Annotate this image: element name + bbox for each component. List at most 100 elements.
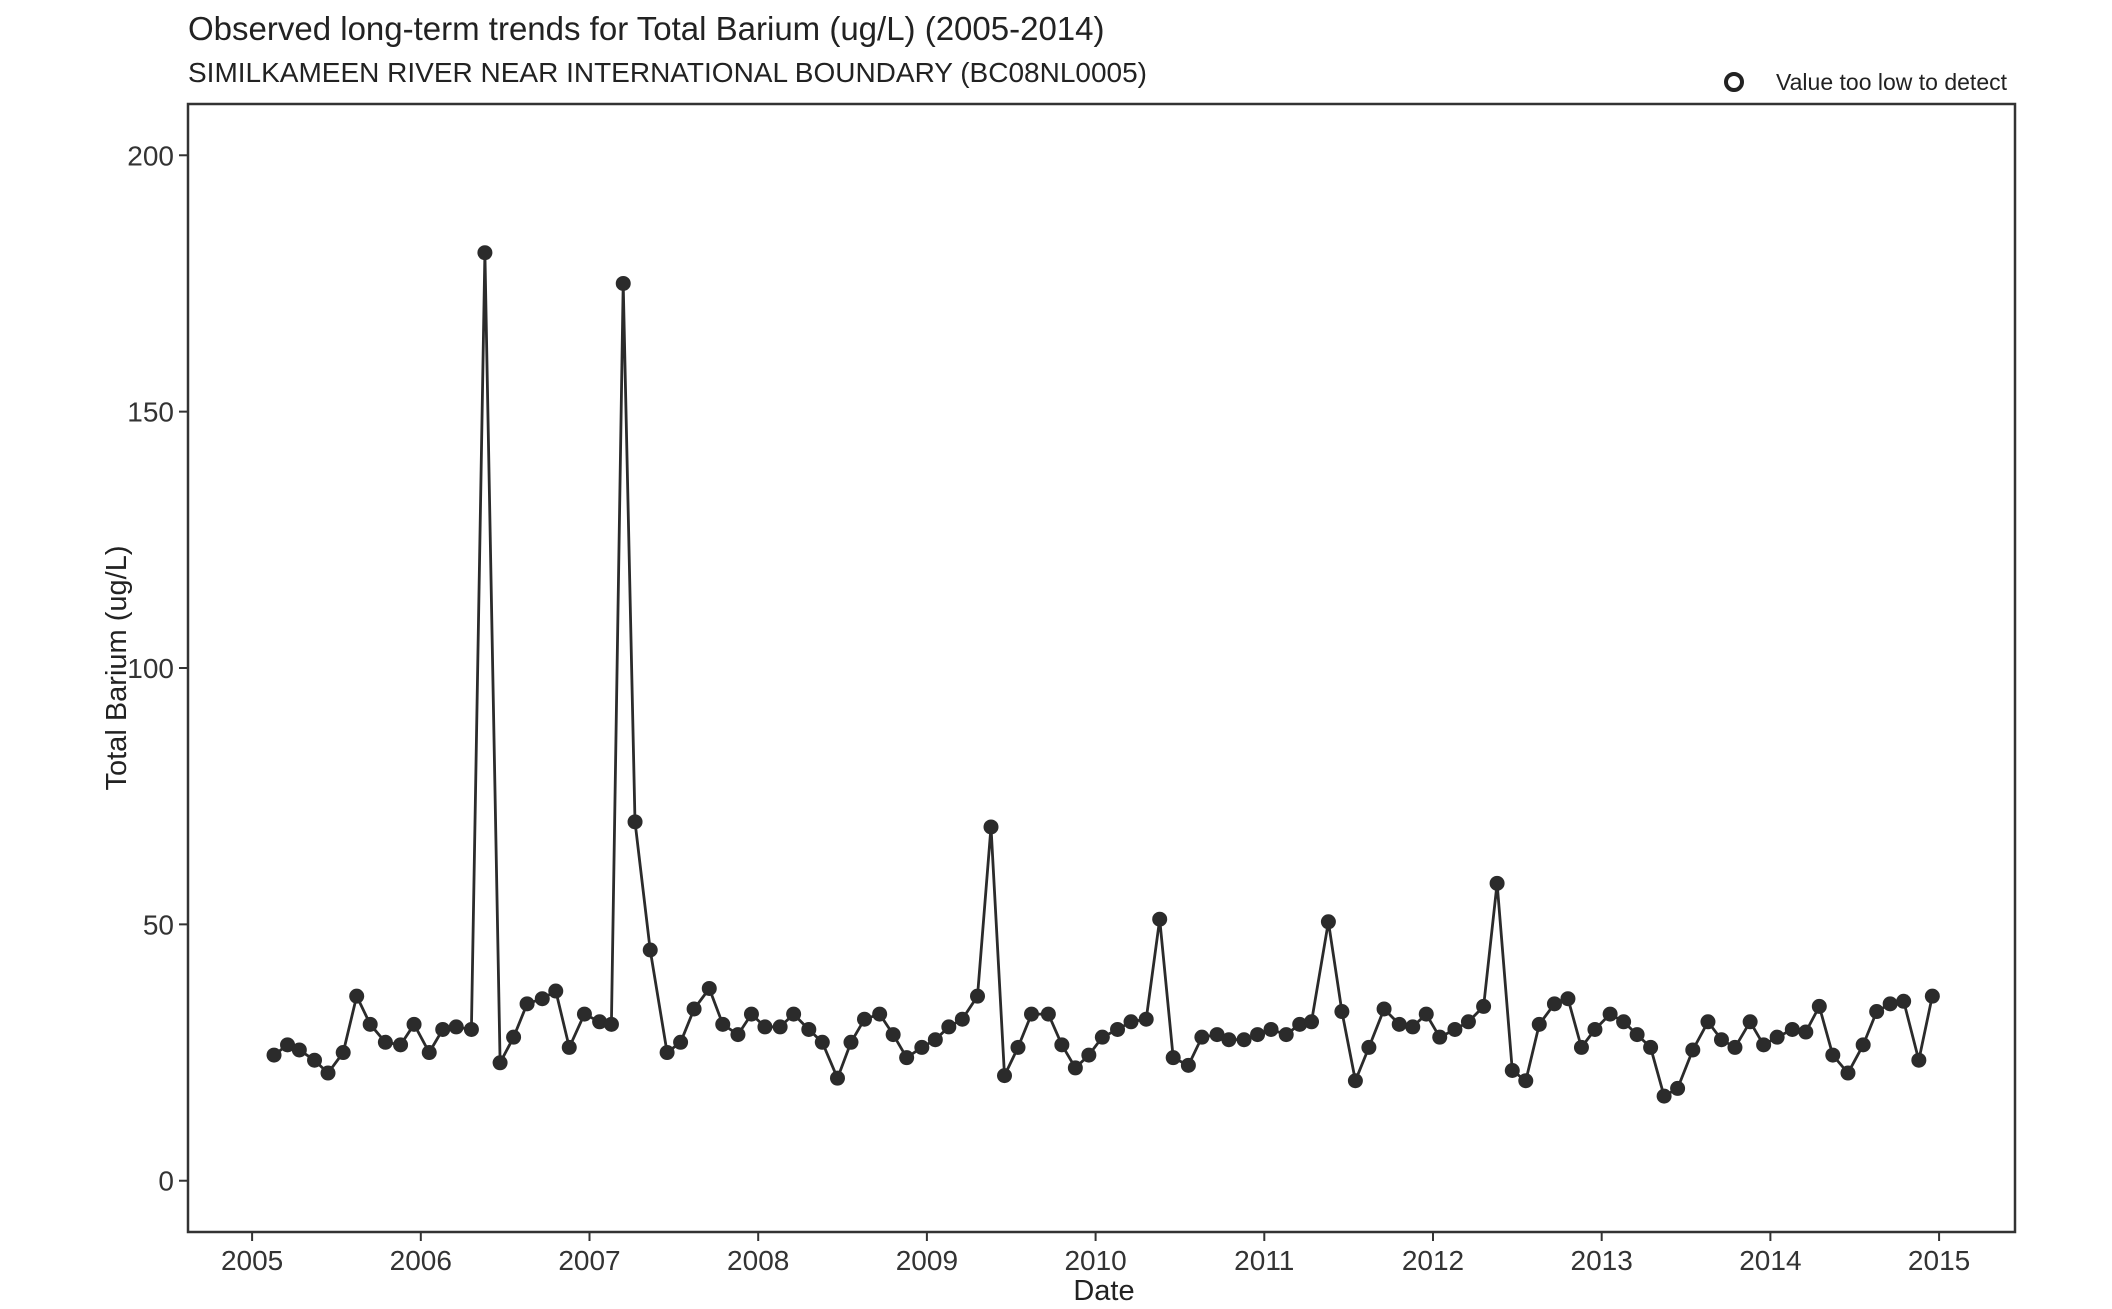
data-point (448, 1019, 464, 1035)
data-point (1504, 1062, 1520, 1078)
data-point (1180, 1057, 1196, 1073)
data-point (983, 819, 999, 835)
data-point (1110, 1021, 1126, 1037)
data-point (592, 1014, 608, 1030)
data-point (576, 1006, 592, 1022)
data-point (1054, 1037, 1070, 1053)
data-point (1587, 1021, 1603, 1037)
data-point (335, 1045, 351, 1061)
data-point (1023, 1006, 1039, 1022)
x-tick-label: 2007 (558, 1245, 620, 1276)
data-point (291, 1042, 307, 1058)
x-tick-label: 2013 (1571, 1245, 1633, 1276)
data-point (1784, 1021, 1800, 1037)
data-point (435, 1021, 451, 1037)
data-point (1643, 1039, 1659, 1055)
data-point (320, 1065, 336, 1081)
data-point (772, 1019, 788, 1035)
data-point (615, 275, 631, 291)
data-point (1742, 1014, 1758, 1030)
data-point (1165, 1050, 1181, 1066)
data-point (801, 1021, 817, 1037)
data-point (899, 1050, 915, 1066)
data-point (1460, 1014, 1476, 1030)
data-point (1882, 996, 1898, 1012)
data-point (477, 245, 493, 261)
x-tick-label: 2012 (1402, 1245, 1464, 1276)
data-point (1756, 1037, 1772, 1053)
data-point (829, 1070, 845, 1086)
x-tick-label: 2015 (1908, 1245, 1970, 1276)
data-point (1825, 1047, 1841, 1063)
data-point (1447, 1021, 1463, 1037)
data-point (786, 1006, 802, 1022)
data-point (393, 1037, 409, 1053)
data-point (1798, 1024, 1814, 1040)
x-tick-label: 2006 (390, 1245, 452, 1276)
data-point (1278, 1027, 1294, 1043)
x-axis: 2005 2006 2007 2008 2009 2010 2011 2012 2013 2014… (221, 1232, 1970, 1276)
y-tick-label: 150 (127, 397, 174, 428)
x-tick-label: 2009 (896, 1245, 958, 1276)
data-point (1081, 1047, 1097, 1063)
data-point (1152, 911, 1168, 927)
data-point (266, 1047, 282, 1063)
data-point (1209, 1027, 1225, 1043)
data-point (1560, 991, 1576, 1007)
data-point (561, 1039, 577, 1055)
legend: Value too low to detect (1724, 69, 2008, 95)
y-tick-label: 0 (158, 1166, 174, 1197)
data-point (1727, 1039, 1743, 1055)
y-tick-label: 100 (127, 653, 174, 684)
data-point (1418, 1006, 1434, 1022)
data-point (362, 1016, 378, 1032)
y-tick-label: 50 (143, 909, 174, 940)
data-point (996, 1068, 1012, 1084)
data-point (1236, 1032, 1252, 1048)
series-layer (266, 245, 1940, 1104)
data-point (659, 1045, 675, 1061)
data-point (814, 1034, 830, 1050)
chart-subtitle: SIMILKAMEEN RIVER NEAR INTERNATIONAL BOU… (188, 57, 1147, 88)
data-point (506, 1029, 522, 1045)
data-point (603, 1016, 619, 1032)
data-point (1067, 1060, 1083, 1076)
data-point (548, 983, 564, 999)
legend-open-circle-icon (1724, 72, 1744, 92)
data-point (843, 1034, 859, 1050)
data-point (715, 1016, 731, 1032)
data-point (1250, 1027, 1266, 1043)
data-point (1010, 1039, 1026, 1055)
data-point (1263, 1021, 1279, 1037)
data-point (1221, 1032, 1237, 1048)
data-point (1194, 1029, 1210, 1045)
data-point (421, 1045, 437, 1061)
x-axis-title: Date (1073, 1275, 1134, 1307)
series-line (273, 251, 1934, 1098)
data-point (1292, 1016, 1308, 1032)
data-point (1320, 914, 1336, 930)
data-point (701, 980, 717, 996)
data-point (1361, 1039, 1377, 1055)
data-point (914, 1039, 930, 1055)
data-point (519, 996, 535, 1012)
data-point (280, 1037, 296, 1053)
data-point (1713, 1032, 1729, 1048)
data-point (927, 1032, 943, 1048)
data-point (1376, 1001, 1392, 1017)
data-point (954, 1011, 970, 1027)
data-point (406, 1016, 422, 1032)
y-axis: 0 50 100 150 200 (127, 140, 188, 1197)
data-point (1546, 996, 1562, 1012)
data-point (757, 1019, 773, 1035)
data-point (1094, 1029, 1110, 1045)
x-tick-label: 2011 (1234, 1245, 1294, 1276)
data-point (1573, 1039, 1589, 1055)
data-point (1347, 1073, 1363, 1089)
data-point (1616, 1014, 1632, 1030)
y-axis-title: Total Barium (ug/L) (101, 546, 133, 791)
data-point (642, 942, 658, 958)
data-point (1911, 1052, 1927, 1068)
data-point (1769, 1029, 1785, 1045)
data-point (1896, 993, 1912, 1009)
